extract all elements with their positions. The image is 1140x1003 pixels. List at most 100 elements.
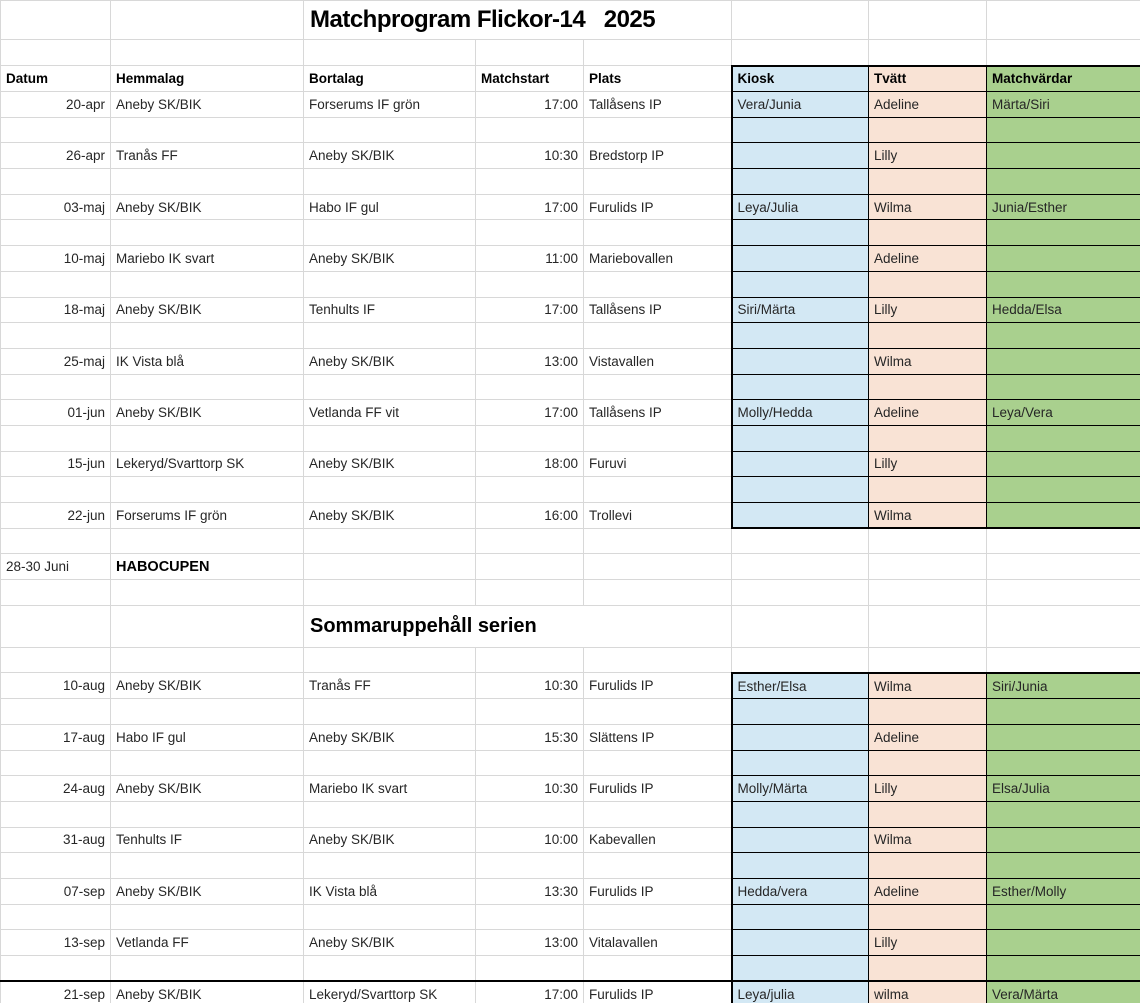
sheet-title: Matchprogram Flickor-14 2025 bbox=[303, 0, 732, 40]
empty-cell bbox=[110, 270, 304, 298]
empty-cell bbox=[986, 527, 1140, 555]
cell-matchvardar: Vera/Märta bbox=[986, 980, 1140, 1003]
cell-tvatt bbox=[868, 903, 987, 931]
empty-cell bbox=[583, 270, 732, 298]
spacer-row bbox=[0, 219, 1140, 247]
empty-cell bbox=[303, 553, 476, 581]
empty-cell bbox=[731, 0, 869, 40]
cell-matchstart: 17:00 bbox=[475, 91, 584, 118]
match-row: 13-sep Vetlanda FF Aneby SK/BIK 13:00 Vitala… bbox=[0, 929, 1140, 956]
cell-matchvardar bbox=[986, 373, 1140, 401]
spacer-row bbox=[0, 903, 1140, 931]
cell-datum: 01-jun bbox=[0, 399, 111, 426]
empty-cell bbox=[475, 116, 584, 144]
cell-bortalag: Tenhults IF bbox=[303, 296, 476, 324]
empty-cell bbox=[110, 322, 304, 349]
cell-hemmalag: Aneby SK/BIK bbox=[110, 91, 304, 118]
empty-cell bbox=[110, 698, 304, 725]
spacer-row bbox=[0, 424, 1140, 452]
cell-matchvardar: Märta/Siri bbox=[986, 91, 1140, 118]
match-row: 31-aug Tenhults IF Aneby SK/BIK 10:00 Kabeva… bbox=[0, 826, 1140, 854]
cell-kiosk bbox=[730, 749, 869, 777]
spacer-row bbox=[0, 579, 1140, 606]
cell-hemmalag: Aneby SK/BIK bbox=[110, 980, 304, 1003]
cell-kiosk: Esther/Elsa bbox=[730, 671, 869, 700]
empty-cell bbox=[303, 852, 476, 879]
cell-plats: Tallåsens IP bbox=[583, 399, 732, 426]
cell-tvatt bbox=[868, 270, 987, 298]
empty-cell bbox=[303, 373, 476, 401]
spacer-row bbox=[0, 955, 1140, 982]
cell-tvatt bbox=[868, 322, 987, 349]
cell-tvatt: Wilma bbox=[868, 502, 987, 530]
empty-cell bbox=[303, 579, 476, 606]
match-row: 17-aug Habo IF gul Aneby SK/BIK 15:30 Slätte… bbox=[0, 723, 1140, 751]
empty-cell bbox=[110, 116, 304, 144]
empty-cell bbox=[475, 646, 584, 674]
cell-matchvardar bbox=[986, 698, 1140, 725]
cell-tvatt: Lilly bbox=[868, 929, 987, 956]
match-row: 18-maj Aneby SK/BIK Tenhults IF 17:00 Tallås… bbox=[0, 296, 1140, 324]
cell-tvatt: Wilma bbox=[868, 671, 987, 700]
empty-cell bbox=[583, 424, 732, 452]
cell-plats: Kabevallen bbox=[583, 826, 732, 854]
cell-datum: 31-aug bbox=[0, 826, 111, 854]
empty-cell bbox=[583, 903, 732, 931]
empty-cell bbox=[986, 39, 1140, 66]
cell-tvatt: Lilly bbox=[868, 296, 987, 324]
empty-cell bbox=[731, 604, 869, 648]
cell-kiosk: Hedda/vera bbox=[730, 877, 869, 905]
empty-cell bbox=[0, 749, 111, 777]
empty-cell bbox=[110, 749, 304, 777]
empty-cell bbox=[303, 955, 476, 982]
cell-tvatt bbox=[868, 116, 987, 144]
cell-matchvardar bbox=[986, 270, 1140, 298]
cell-matchvardar bbox=[986, 245, 1140, 272]
empty-cell bbox=[475, 476, 584, 503]
empty-cell bbox=[986, 0, 1140, 40]
empty-cell bbox=[475, 322, 584, 349]
empty-cell bbox=[0, 698, 111, 725]
cell-hemmalag: Aneby SK/BIK bbox=[110, 672, 304, 700]
empty-cell bbox=[110, 527, 304, 555]
empty-cell bbox=[110, 646, 304, 674]
column-header-hemmalag: Hemmalag bbox=[110, 65, 304, 92]
cell-tvatt: wilma bbox=[868, 980, 987, 1003]
cell-matchvardar: Leya/Vera bbox=[986, 399, 1140, 426]
cell-matchvardar: Esther/Molly bbox=[986, 877, 1140, 905]
empty-cell bbox=[0, 373, 111, 401]
cell-tvatt: Wilma bbox=[868, 826, 987, 854]
empty-cell bbox=[110, 579, 304, 606]
summer-break-row: Sommaruppehåll serien bbox=[0, 604, 1140, 648]
cell-matchstart: 10:00 bbox=[475, 826, 584, 854]
cell-tvatt bbox=[868, 698, 987, 725]
empty-cell bbox=[583, 800, 732, 828]
spacer-row bbox=[0, 373, 1140, 401]
cell-plats: Mariebovallen bbox=[583, 245, 732, 272]
empty-cell bbox=[868, 39, 987, 66]
spacer-row bbox=[0, 476, 1140, 503]
cell-matchvardar bbox=[986, 322, 1140, 349]
empty-cell bbox=[303, 698, 476, 725]
empty-cell bbox=[583, 116, 732, 144]
empty-cell bbox=[868, 604, 987, 648]
cell-matchvardar bbox=[986, 903, 1140, 931]
empty-cell bbox=[0, 852, 111, 879]
cell-plats: Furulids IP bbox=[583, 980, 732, 1003]
cell-tvatt bbox=[868, 219, 987, 247]
empty-cell bbox=[110, 903, 304, 931]
match-row: 20-apr Aneby SK/BIK Forserums IF grön 17:00… bbox=[0, 91, 1140, 118]
cell-bortalag: Aneby SK/BIK bbox=[303, 347, 476, 375]
column-header-datum: Datum bbox=[0, 65, 111, 92]
cell-plats: Vitalavallen bbox=[583, 929, 732, 956]
empty-cell bbox=[583, 852, 732, 879]
cell-kiosk bbox=[730, 852, 869, 879]
empty-cell bbox=[303, 424, 476, 452]
empty-cell bbox=[583, 322, 732, 349]
cell-kiosk bbox=[730, 955, 869, 982]
match-row: 24-aug Aneby SK/BIK Mariebo IK svart 10:30 F… bbox=[0, 775, 1140, 802]
cell-datum: 24-aug bbox=[0, 775, 111, 802]
spacer-row bbox=[0, 646, 1140, 674]
empty-cell bbox=[303, 749, 476, 777]
